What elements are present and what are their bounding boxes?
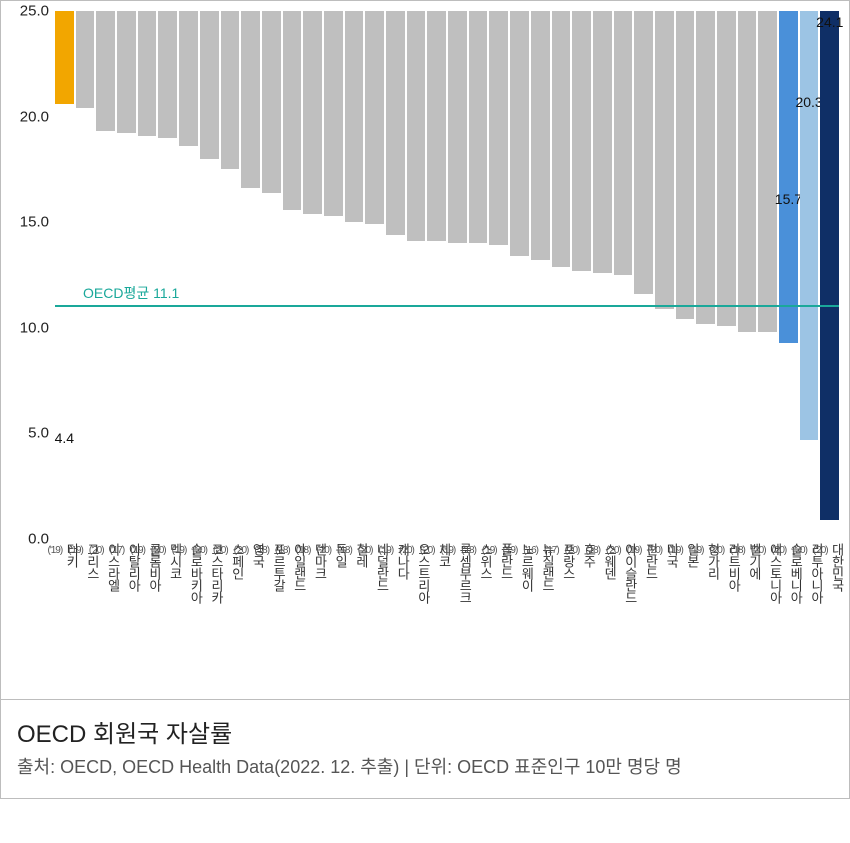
bar-column (303, 11, 322, 539)
bar (55, 11, 74, 104)
bar-column (531, 11, 550, 539)
bar (779, 11, 798, 343)
bar-column (696, 11, 715, 539)
bar-column (572, 11, 591, 539)
y-tick-label: 10.0 (20, 319, 49, 336)
plot-area: 4.4 15.720.324.1 OECD평균 11.1 (55, 11, 839, 539)
bar (717, 11, 736, 326)
bar-column: 15.7 (779, 11, 798, 539)
bar (634, 11, 653, 294)
bar-column (345, 11, 364, 539)
bar-value-label: 24.1 (800, 14, 850, 30)
bar (262, 11, 281, 193)
bar-column (717, 11, 736, 539)
bar (407, 11, 426, 241)
bar (655, 11, 674, 309)
bar (489, 11, 508, 245)
x-axis-labels: 터키('19)그리스('19)이스라엘('20)이탈리아('17)콜롬비아('1… (55, 539, 839, 699)
bar (696, 11, 715, 324)
bar-column (138, 11, 157, 539)
bar (448, 11, 467, 243)
x-label: 대한민국('20) (813, 543, 847, 591)
bar (138, 11, 157, 136)
bar (614, 11, 633, 275)
average-label: OECD평균 11.1 (81, 283, 181, 303)
bar (117, 11, 136, 133)
bar-column (179, 11, 198, 539)
bar-column (386, 11, 405, 539)
average-line: OECD평균 11.1 (55, 305, 839, 307)
bar-column (489, 11, 508, 539)
bar (303, 11, 322, 214)
bar (76, 11, 95, 108)
bar-column (283, 11, 302, 539)
bar-column (448, 11, 467, 539)
bar (386, 11, 405, 235)
bar-column (365, 11, 384, 539)
bars-group: 4.4 15.720.324.1 (55, 11, 839, 539)
bar (241, 11, 260, 188)
bar (283, 11, 302, 210)
y-tick-label: 15.0 (20, 214, 49, 231)
bar-column (634, 11, 653, 539)
caption-subtitle: 출처: OECD, OECD Health Data(2022. 12. 추출)… (17, 755, 833, 780)
bar (221, 11, 240, 169)
bar-column (552, 11, 571, 539)
bar (820, 11, 839, 520)
bar (510, 11, 529, 256)
bar (593, 11, 612, 273)
bar (179, 11, 198, 146)
bar-column (655, 11, 674, 539)
bar (324, 11, 343, 216)
bar (758, 11, 777, 332)
bar-column (76, 11, 95, 539)
bar-column (510, 11, 529, 539)
bar (676, 11, 695, 319)
bar (800, 11, 819, 440)
bar (469, 11, 488, 243)
bar-column: 4.4 (55, 11, 74, 539)
bar (200, 11, 219, 159)
bar-column (676, 11, 695, 539)
bar-column (738, 11, 757, 539)
y-tick-label: 0.0 (28, 531, 49, 548)
bar-column (324, 11, 343, 539)
bar-column: 20.3 (800, 11, 819, 539)
bar-column (593, 11, 612, 539)
bar-column (407, 11, 426, 539)
bar (345, 11, 364, 222)
bar (572, 11, 591, 271)
bar (427, 11, 446, 241)
bar-column (614, 11, 633, 539)
y-axis: 0.05.010.015.020.025.0 (1, 11, 55, 539)
x-label-column: 대한민국('20) (820, 539, 839, 699)
bar (552, 11, 571, 267)
bar-column (117, 11, 136, 539)
bar-column (469, 11, 488, 539)
bar (158, 11, 177, 138)
caption-box: OECD 회원국 자살률 출처: OECD, OECD Health Data(… (0, 700, 850, 799)
bar (738, 11, 757, 332)
bar-column (200, 11, 219, 539)
bar-column (262, 11, 281, 539)
y-tick-label: 20.0 (20, 108, 49, 125)
caption-title: OECD 회원국 자살률 (17, 714, 833, 749)
bar (96, 11, 115, 131)
bar-column (158, 11, 177, 539)
bar-column (758, 11, 777, 539)
bar-column (96, 11, 115, 539)
bar-column (221, 11, 240, 539)
bar-column (241, 11, 260, 539)
y-tick-label: 25.0 (20, 3, 49, 20)
bar (365, 11, 384, 224)
bar-column (427, 11, 446, 539)
chart-container: 0.05.010.015.020.025.0 4.415.720.324.1 O… (0, 0, 850, 700)
bar (531, 11, 550, 260)
bar-column: 24.1 (820, 11, 839, 539)
